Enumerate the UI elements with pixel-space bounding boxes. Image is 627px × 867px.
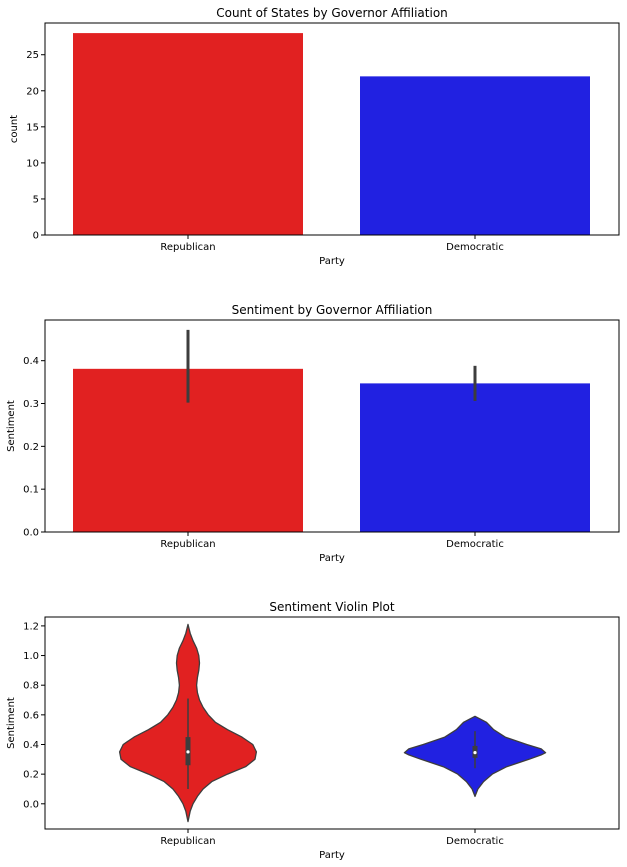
bar	[360, 383, 590, 532]
y-tick-label: 5	[33, 194, 39, 205]
y-axis-label: Sentiment	[6, 400, 17, 452]
bar	[73, 33, 303, 235]
y-tick-label: 0.1	[23, 485, 39, 496]
x-axis-label: Party	[319, 850, 345, 861]
y-axis-label: Sentiment	[6, 697, 17, 749]
y-tick-label: 15	[26, 122, 39, 133]
x-tick-label: Republican	[160, 539, 215, 550]
y-tick-label: 0.0	[23, 799, 39, 810]
x-tick-label: Republican	[160, 242, 215, 253]
axes-frame	[44, 616, 620, 830]
y-tick-label: 25	[26, 50, 39, 61]
y-tick-label: 0.3	[23, 399, 39, 410]
y-axis-label: count	[9, 115, 20, 143]
y-tick-label: 0.4	[23, 740, 39, 751]
y-tick-label: 0.0	[23, 528, 39, 539]
violin-median	[186, 750, 190, 754]
y-tick-label: 0	[33, 231, 39, 242]
y-tick-label: 1.2	[23, 621, 39, 632]
axes-frame	[44, 22, 620, 236]
sentiment-violin-chart: Sentiment Violin Plot 0.0 0.2 0.4 0.6 0.8 1.0…	[6, 600, 620, 861]
y-tick-label: 0.6	[23, 710, 39, 721]
y-tick-label: 10	[26, 158, 39, 169]
sentiment-bar-chart: Sentiment by Governor Affiliation 0.0 0.1…	[6, 303, 620, 564]
y-tick-label: 0.2	[23, 770, 39, 781]
chart-title: Sentiment Violin Plot	[269, 600, 394, 614]
x-axis-label: Party	[319, 553, 345, 564]
y-tick-label: 1.0	[23, 651, 39, 662]
x-tick-label: Democratic	[446, 836, 504, 847]
axes-frame	[44, 319, 620, 533]
violin-median	[473, 751, 477, 755]
y-tick-label: 20	[26, 86, 39, 97]
x-tick-label: Democratic	[446, 539, 504, 550]
chart-title: Count of States by Governor Affiliation	[216, 6, 448, 20]
chart-title: Sentiment by Governor Affiliation	[232, 303, 433, 317]
count-bar-chart: Count of States by Governor Affiliation …	[9, 6, 620, 267]
bar	[360, 76, 590, 236]
y-tick-label: 0.4	[23, 356, 39, 367]
y-tick-label: 0.8	[23, 681, 39, 692]
y-tick-label: 0.2	[23, 442, 39, 453]
x-axis-label: Party	[319, 256, 345, 267]
x-tick-label: Democratic	[446, 242, 504, 253]
x-tick-label: Republican	[160, 836, 215, 847]
